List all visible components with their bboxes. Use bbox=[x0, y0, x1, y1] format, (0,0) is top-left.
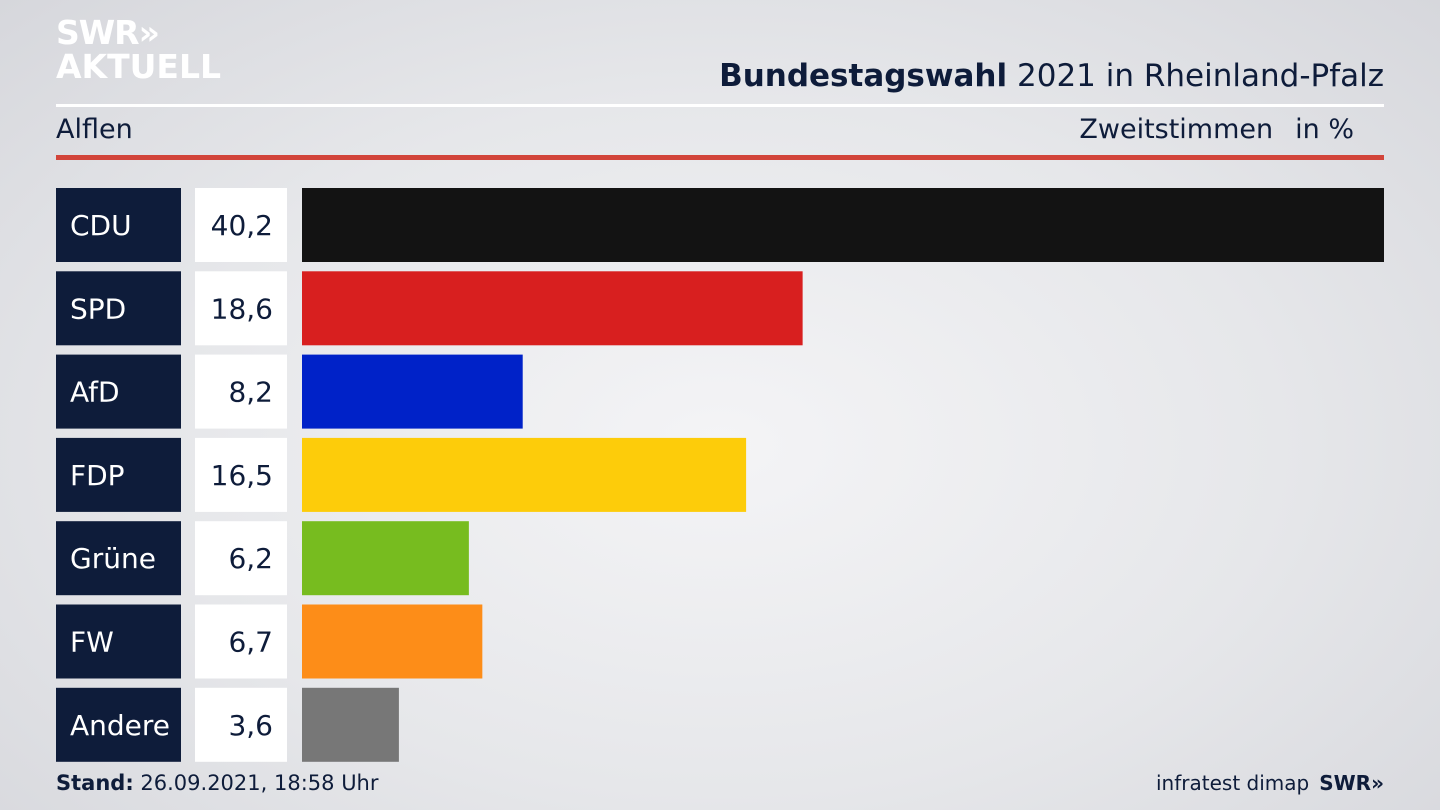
logo-line-1: SWR» bbox=[56, 13, 160, 52]
measure-name: Zweitstimmen bbox=[1079, 114, 1274, 145]
value-label: 3,6 bbox=[228, 709, 273, 742]
value-label: 8,2 bbox=[228, 376, 273, 409]
measure-label: Zweitstimmen in % bbox=[1079, 114, 1354, 145]
source-name: infratest dimap bbox=[1156, 771, 1310, 795]
value-label-box bbox=[195, 271, 287, 346]
value-label: 6,2 bbox=[228, 542, 273, 575]
party-label: AfD bbox=[70, 376, 120, 409]
value-label-box bbox=[195, 687, 287, 762]
party-label: CDU bbox=[70, 209, 132, 242]
party-label-box bbox=[56, 437, 181, 512]
measure-unit: in % bbox=[1295, 114, 1354, 145]
swr-aktuell-logo: SWR» AKTUELL bbox=[56, 16, 221, 84]
value-label-box bbox=[195, 354, 287, 429]
source-credit: infratest dimap SWR» bbox=[1156, 771, 1384, 795]
bar-fdp bbox=[302, 437, 747, 512]
bar-gr-ne bbox=[302, 521, 469, 596]
bar-afd bbox=[302, 354, 523, 429]
party-label-box bbox=[56, 687, 181, 762]
value-label: 16,5 bbox=[211, 459, 273, 492]
bar-spd bbox=[302, 271, 803, 346]
value-label-box bbox=[195, 521, 287, 596]
party-label-box bbox=[56, 521, 181, 596]
logo-line-2: AKTUELL bbox=[56, 47, 222, 86]
party-label: Grüne bbox=[70, 542, 156, 575]
value-label: 6,7 bbox=[228, 626, 273, 659]
value-label-box bbox=[195, 604, 287, 679]
party-label-box bbox=[56, 271, 181, 346]
stand-label: Stand: bbox=[56, 771, 134, 795]
location-label: Alflen bbox=[56, 114, 133, 145]
title-bold: Bundestagswahl bbox=[719, 58, 1008, 94]
stand-value: 26.09.2021, 18:58 Uhr bbox=[140, 771, 379, 795]
party-label: FW bbox=[70, 626, 114, 659]
value-label: 40,2 bbox=[211, 209, 273, 242]
party-label: Andere bbox=[70, 709, 170, 742]
party-label-box bbox=[56, 354, 181, 429]
party-label: FDP bbox=[70, 459, 125, 492]
chart-title: Bundestagswahl 2021 in Rheinland-Pfalz bbox=[719, 58, 1384, 94]
party-label: SPD bbox=[70, 292, 126, 325]
party-label-box bbox=[56, 188, 181, 262]
value-label: 18,6 bbox=[211, 292, 273, 325]
value-label-box bbox=[195, 188, 287, 262]
swr-logo-small: SWR» bbox=[1319, 771, 1384, 795]
value-label-box bbox=[195, 437, 287, 512]
bar-fw bbox=[302, 604, 483, 679]
party-label-box bbox=[56, 604, 181, 679]
bar-cdu bbox=[302, 188, 1384, 262]
bar-andere bbox=[302, 687, 399, 762]
timestamp: Stand: 26.09.2021, 18:58 Uhr bbox=[56, 771, 379, 795]
header-divider bbox=[56, 104, 1384, 107]
title-rest: 2021 in Rheinland-Pfalz bbox=[1017, 58, 1384, 94]
subheader-divider bbox=[56, 155, 1384, 160]
